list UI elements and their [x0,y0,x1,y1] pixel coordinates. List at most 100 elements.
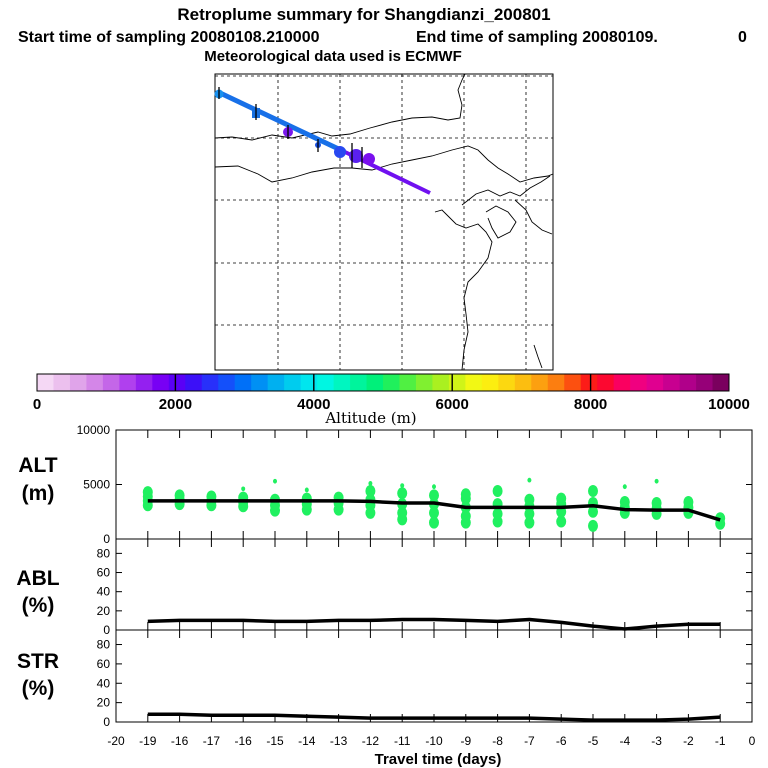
y-tick-label: 20 [97,604,111,618]
y-tick-label: 80 [97,638,111,652]
colorbar-swatch [432,374,450,391]
scatter-point [527,477,532,483]
colorbar-swatch [481,374,499,391]
panel-unit-label: (m) [22,482,55,505]
scatter-point [524,516,535,529]
panel-unit-label: (%) [22,594,55,617]
x-tick-label: -13 [330,734,348,748]
x-tick-label: -14 [298,734,316,748]
colorbar-swatch [547,374,565,391]
colorbar-swatch [679,374,697,391]
colorbar-swatch [119,374,137,391]
colorbar-swatch [234,374,252,391]
coast-line [485,205,517,239]
border-line [214,73,466,141]
panel-unit-label: (%) [22,677,55,700]
colorbar-swatch [597,374,615,391]
colorbar-swatch [317,374,334,391]
x-tick-label: -17 [203,734,221,748]
colorbar-swatch [696,374,713,391]
retroplume-track [214,87,431,195]
scatter-point [368,481,373,486]
panel-str: 0 20 40 60 80 STR (%) [17,629,753,729]
scatter-point [588,505,598,518]
panel-label: ABL [16,567,59,590]
x-tick-label: -15 [266,734,284,748]
colorbar-swatch [218,374,236,391]
scatter-point [588,519,598,532]
scatter-point [429,489,439,502]
colorbar-swatch [251,374,269,391]
scatter-point [460,510,471,523]
series-line [147,499,721,522]
border-line [214,145,554,183]
track-point [334,146,346,158]
x-tick-label: -16 [171,734,189,748]
x-tick-label: -3 [651,734,662,748]
y-tick-label: 60 [97,566,111,580]
x-tick-label: -16 [235,734,253,748]
colorbar-swatch [185,374,203,391]
panel-label: STR [17,650,59,673]
y-tick-label: 10000 [77,423,111,437]
scatter-point [556,515,567,528]
scatter-point [683,495,694,508]
colorbar-swatch [613,374,631,391]
x-tick-label: -8 [492,734,503,748]
colorbar-swatch [531,374,549,391]
coast-line [461,175,551,206]
scatter-point [365,485,376,498]
altitude-colorbar: 0 2000 4000 6000 8000 10000 Altitude (m) [33,373,750,427]
track-point [349,149,363,163]
x-axis: -20 -19 -16 -17 -16 -15 -14 -13 -12 -11 -10 -9 -8 -7-… [107,734,755,748]
scatter-point [429,516,439,529]
x-tick-label: -2 [683,734,694,748]
scatter-point [400,483,405,488]
colorbar-swatch [663,374,680,391]
colorbar-swatch [152,374,170,391]
series-line [147,712,721,722]
panel-frame [115,629,753,723]
scatter-point [651,497,662,510]
scatter-point [142,486,153,499]
y-tick-label: 40 [97,676,111,690]
colorbar-tick-label: 6000 [436,396,469,413]
scatter-point [273,478,277,484]
scatter-point [556,492,567,505]
panel-alt: 0 5000 10000 ALT (m) [18,423,753,546]
panel-label: ALT [18,454,57,477]
colorbar-tick-label: 4000 [297,396,330,413]
scatter-point [174,489,185,502]
map-frame [214,73,554,371]
x-tick-label: 0 [749,734,756,748]
panel-abl: 0 20 40 60 80 ABL (%) [16,538,753,637]
scatter-point [432,484,436,490]
colorbar-swatch [383,374,400,391]
met-data-text: Meteorological data used is ECMWF [204,48,462,65]
colorbar-swatch [53,374,71,391]
colorbar-swatch [415,374,433,391]
x-tick-label: -10 [425,734,443,748]
colorbar-tick-label: 0 [33,396,41,413]
x-tick-label: -4 [619,734,630,748]
scatter-point [492,507,503,520]
track-error-bars [218,87,363,168]
end-time-text: End time of sampling 20080109. [416,29,658,46]
colorbar-swatch [37,374,54,391]
y-tick-label: 0 [103,715,110,729]
colorbar-swatch [514,374,532,391]
panel-frame [115,538,753,631]
colorbar-swatch [712,374,730,391]
series-line [147,617,721,631]
x-tick-label: -12 [362,734,380,748]
scatter-point [654,478,659,484]
scatter-point [524,493,535,506]
colorbar-swatch [102,374,120,391]
scatter-point [429,506,439,519]
x-tick-label: -6 [556,734,567,748]
colorbar-tick-label: 2000 [159,396,192,413]
x-tick-label: -9 [460,734,471,748]
colorbar-ticks: 0 2000 4000 6000 8000 10000 [33,374,750,413]
coast-line [533,344,543,369]
